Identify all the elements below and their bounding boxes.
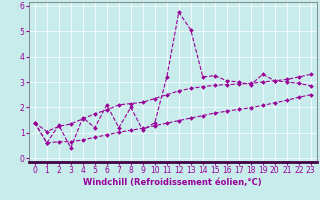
X-axis label: Windchill (Refroidissement éolien,°C): Windchill (Refroidissement éolien,°C) — [84, 178, 262, 187]
